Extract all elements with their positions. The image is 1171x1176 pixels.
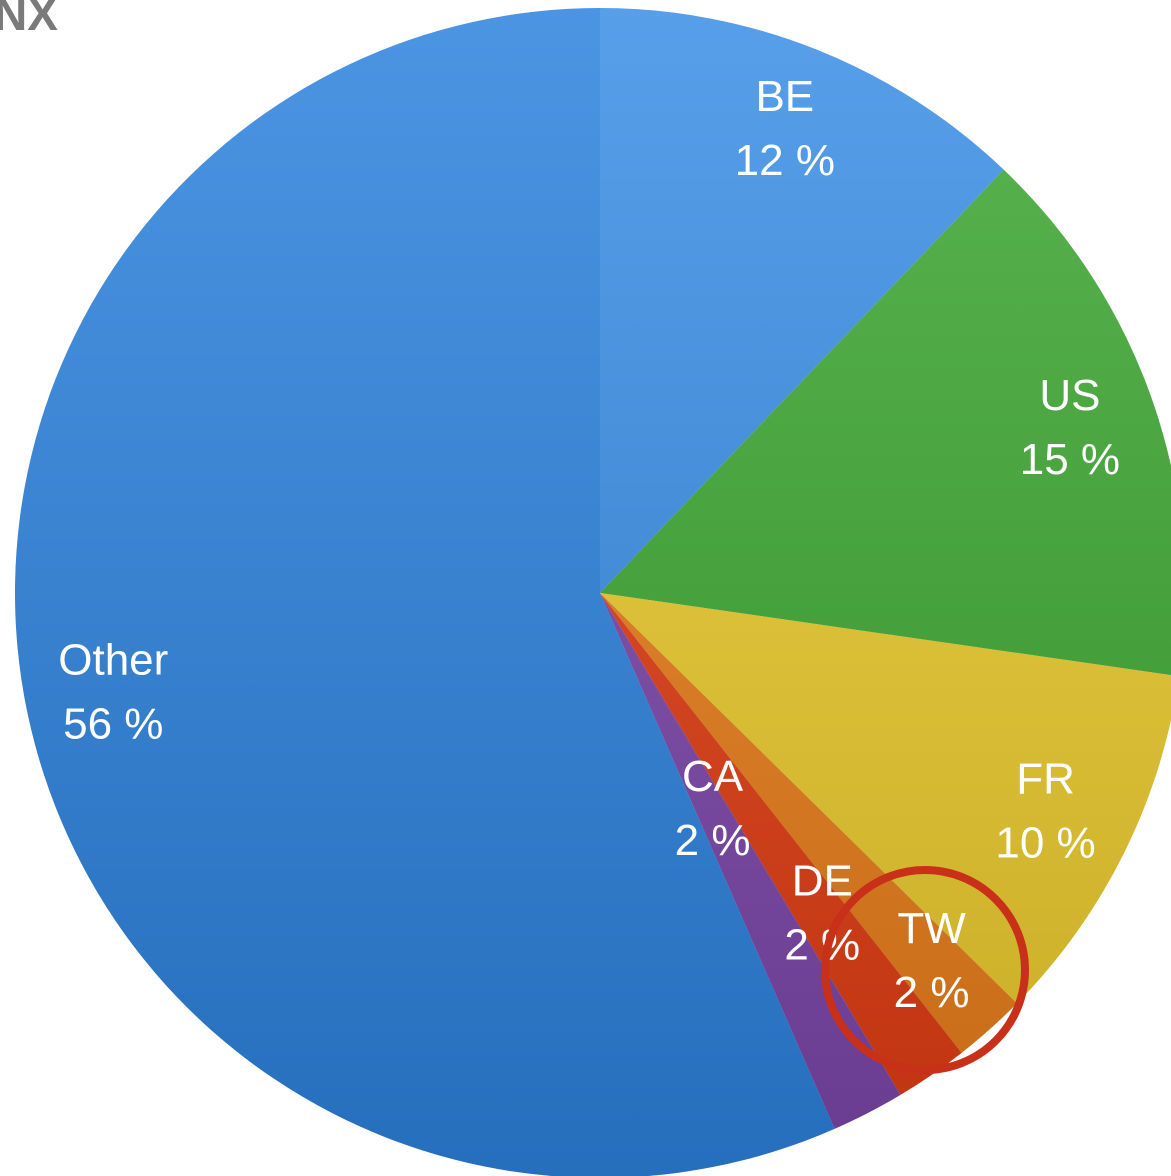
value-label: 10 % xyxy=(995,818,1095,867)
slices xyxy=(14,8,1171,1176)
chart-title: NX xyxy=(0,0,58,40)
slice-label: CA xyxy=(682,752,744,801)
value-label: 12 % xyxy=(735,136,835,185)
value-label: 15 % xyxy=(1020,435,1120,484)
highlight-ring xyxy=(821,866,1029,1074)
value-label: 56 % xyxy=(63,699,163,748)
value-label: 2 % xyxy=(894,968,970,1017)
slice-label: TW xyxy=(897,904,966,953)
slice-label: BE xyxy=(755,72,814,121)
slice-label: US xyxy=(1039,371,1100,420)
slice-label: FR xyxy=(1016,754,1075,803)
slice-label: DE xyxy=(792,856,853,905)
value-label: 2 % xyxy=(675,816,751,865)
slice-label: Other xyxy=(58,635,168,684)
